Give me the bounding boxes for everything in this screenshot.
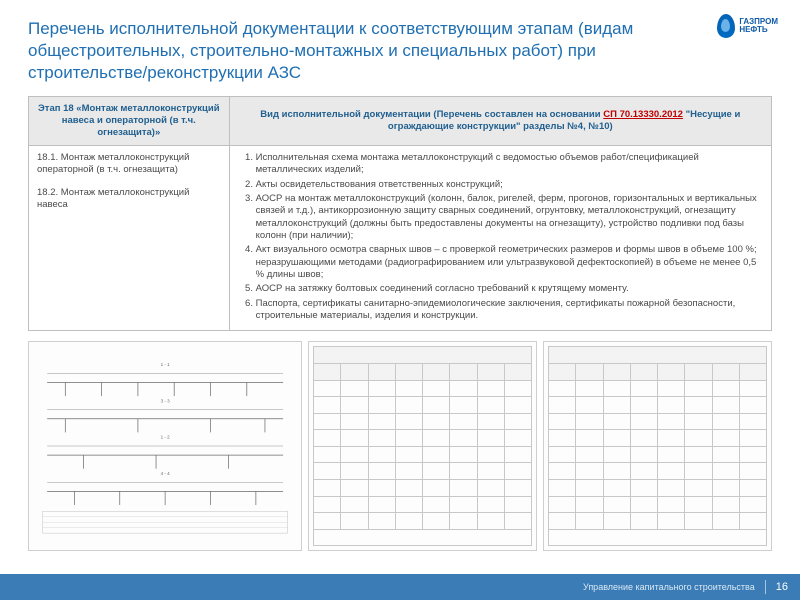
list-item: Паспорта, сертификаты санитарно-эпидемио… (256, 298, 763, 323)
svg-text:4 - 4: 4 - 4 (161, 471, 171, 476)
stage-cell: 18.1. Монтаж металлоконструкций оператор… (29, 145, 230, 330)
header-right-prefix: Вид исполнительной документации (Перечен… (260, 109, 603, 120)
documentation-table: Этап 18 «Монтаж металлоконструкций навес… (28, 96, 772, 331)
specification-table-1 (308, 341, 537, 551)
logo-line-2: НЕФТЬ (739, 26, 778, 34)
documents-cell: Исполнительная схема монтажа металлоконс… (229, 145, 771, 330)
table-header-doc-type: Вид исполнительной документации (Перечен… (229, 97, 771, 146)
slide-footer: Управление капитального строительства 16 (0, 574, 800, 600)
drawing-svg: 1 - 1 3 - 3 1 - 2 4 - 4 (29, 342, 301, 550)
stage-item-2: 18.2. Монтаж металлоконструкций навеса (37, 187, 221, 212)
flame-icon (717, 14, 735, 38)
svg-text:3 - 3: 3 - 3 (161, 399, 171, 404)
logo-text: ГАЗПРОМ НЕФТЬ (739, 18, 778, 34)
page-title: Перечень исполнительной документации к с… (28, 18, 688, 84)
footer-separator (765, 580, 766, 594)
svg-text:1 - 2: 1 - 2 (161, 435, 171, 440)
specification-table-2 (543, 341, 772, 551)
list-item: АОСР на затяжку болтовых соединений согл… (256, 283, 763, 295)
documents-list: Исполнительная схема монтажа металлоконс… (238, 152, 763, 322)
table-header-stage: Этап 18 «Монтаж металлоконструкций навес… (29, 97, 230, 146)
slide: ГАЗПРОМ НЕФТЬ Перечень исполнительной до… (0, 0, 800, 600)
table-row: 18.1. Монтаж металлоконструкций оператор… (29, 145, 772, 330)
company-logo: ГАЗПРОМ НЕФТЬ (717, 14, 778, 38)
diagrams-row: 1 - 1 3 - 3 1 - 2 4 - 4 (28, 341, 772, 551)
stage-item-1: 18.1. Монтаж металлоконструкций оператор… (37, 152, 221, 177)
list-item: АОСР на монтаж металлоконструкций (колон… (256, 193, 763, 242)
footer-department: Управление капитального строительства (583, 582, 755, 592)
spec-table (548, 346, 767, 546)
sp-link[interactable]: СП 70.13330.2012 (603, 109, 683, 120)
list-item: Исполнительная схема монтажа металлоконс… (256, 152, 763, 177)
structural-drawing: 1 - 1 3 - 3 1 - 2 4 - 4 (28, 341, 302, 551)
spec-table (313, 346, 532, 546)
page-number: 16 (776, 581, 788, 593)
list-item: Акты освидетельствования ответственных к… (256, 179, 763, 191)
svg-text:1 - 1: 1 - 1 (161, 363, 171, 368)
list-item: Акт визуального осмотра сварных швов – с… (256, 244, 763, 281)
